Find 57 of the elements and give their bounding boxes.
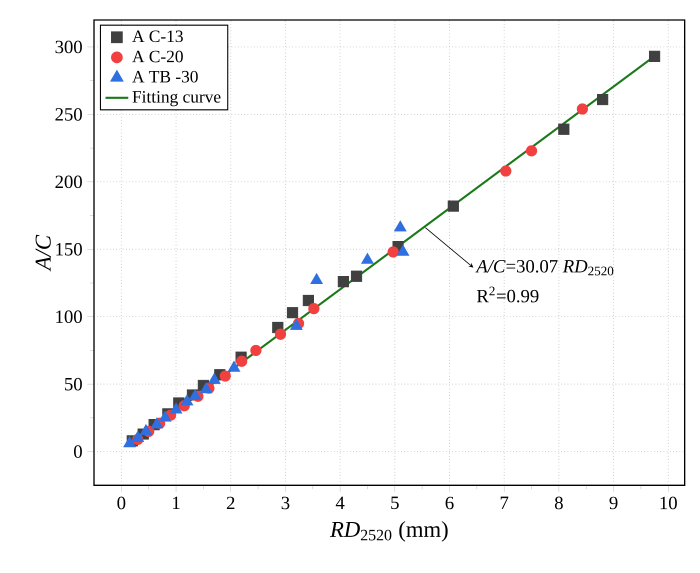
x-tick-label: 7 xyxy=(500,496,508,509)
x-tick-label: 10 xyxy=(660,496,677,510)
point xyxy=(140,424,152,435)
point xyxy=(558,123,570,135)
point xyxy=(274,328,286,340)
y-tick-label: 150 xyxy=(56,242,82,256)
y-tick-label: 0 xyxy=(74,445,82,458)
point xyxy=(123,436,136,448)
point xyxy=(597,94,608,106)
point xyxy=(180,394,194,406)
legend-label: A C-20 xyxy=(132,50,183,62)
point xyxy=(302,294,314,306)
annotation: A/C=30.07 RD$_{2520}$ xyxy=(475,260,614,276)
y-tick-label: 100 xyxy=(56,310,82,323)
point xyxy=(200,382,212,394)
x-tick-label: 3 xyxy=(282,496,290,510)
y-axis-title: A/C xyxy=(36,234,51,272)
point xyxy=(188,388,202,400)
y-tick-label: 200 xyxy=(55,175,82,188)
point xyxy=(396,244,410,256)
point xyxy=(500,165,512,176)
x-tick-label: 4 xyxy=(336,496,344,509)
point xyxy=(576,103,588,114)
point xyxy=(158,410,172,422)
x-tick-label: 6 xyxy=(446,496,454,510)
y-tick-label: 50 xyxy=(65,378,82,390)
point xyxy=(350,270,362,282)
point xyxy=(648,50,660,62)
point xyxy=(170,402,182,414)
y-tick-label: 300 xyxy=(56,40,82,54)
point xyxy=(208,372,221,384)
point xyxy=(526,145,538,156)
point xyxy=(361,252,374,264)
point xyxy=(220,370,231,382)
legend-label: A TB -30 xyxy=(132,70,198,82)
point xyxy=(448,200,459,212)
legend-label: Fitting curve xyxy=(132,90,220,106)
point xyxy=(250,344,262,356)
x-tick-label: 9 xyxy=(610,496,618,510)
x-axis-title: RD$_{2520}$ (mm) xyxy=(330,520,448,542)
point xyxy=(338,276,349,288)
x-tick-label: 0 xyxy=(117,496,126,510)
x-tick-label: 5 xyxy=(391,496,399,509)
point xyxy=(131,430,144,442)
annotation: R$^{2}$=0.99 xyxy=(476,286,538,302)
point xyxy=(236,355,248,367)
legend-label: A C-13 xyxy=(132,30,183,42)
point xyxy=(150,417,164,428)
point xyxy=(286,306,298,318)
point xyxy=(308,302,320,314)
x-tick-label: 8 xyxy=(554,496,563,510)
point xyxy=(290,318,303,330)
point xyxy=(228,360,240,372)
y-tick-label: 250 xyxy=(55,108,82,121)
point xyxy=(388,246,399,258)
x-tick-label: 2 xyxy=(226,496,234,509)
x-tick-label: 1 xyxy=(173,496,180,509)
